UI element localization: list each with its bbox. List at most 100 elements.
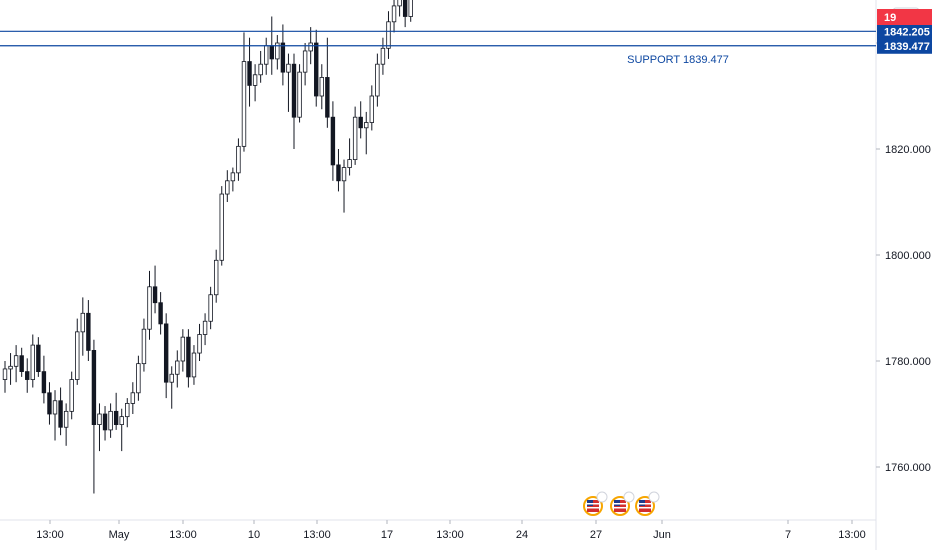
candle xyxy=(319,64,324,110)
x-tick-label: 13:00 xyxy=(436,529,464,541)
candle-down xyxy=(25,371,30,380)
candle xyxy=(297,64,302,123)
candle xyxy=(202,313,208,346)
candle-up xyxy=(97,413,102,426)
candle xyxy=(197,323,202,361)
candle-up xyxy=(319,77,324,97)
partial-top-tag xyxy=(877,9,932,25)
candle-up xyxy=(308,42,313,52)
candle xyxy=(380,37,386,75)
candle-up xyxy=(202,320,208,335)
candle xyxy=(125,398,130,428)
candle-up xyxy=(197,334,202,354)
candle xyxy=(91,339,97,494)
event-flag-us[interactable] xyxy=(583,491,608,516)
candle xyxy=(169,366,174,409)
candle xyxy=(130,382,136,414)
candle-up xyxy=(380,47,386,65)
candle xyxy=(241,32,247,152)
candle xyxy=(252,64,258,102)
candle xyxy=(58,387,63,436)
candle xyxy=(408,0,413,22)
candle-down xyxy=(186,336,191,378)
candle xyxy=(364,111,369,155)
candle-up xyxy=(386,21,391,49)
level-price-label: 1842.205 xyxy=(884,26,930,38)
candle-up xyxy=(63,410,69,428)
support-price-tag xyxy=(877,37,932,54)
candle xyxy=(369,85,375,131)
candle-up xyxy=(241,61,247,147)
candle-up xyxy=(252,74,258,86)
candle xyxy=(330,101,336,181)
x-tick-label: 10 xyxy=(248,529,260,541)
candle-up xyxy=(236,145,241,174)
y-tick-label: 1820.000 xyxy=(885,144,931,156)
candle-down xyxy=(58,400,63,428)
y-tick-label: 1760.000 xyxy=(885,462,931,474)
x-tick-label: 13:00 xyxy=(169,529,197,541)
candle xyxy=(247,37,252,107)
candle xyxy=(147,270,152,340)
candle xyxy=(280,24,286,86)
candle-up xyxy=(125,402,130,418)
candle-down xyxy=(325,77,330,118)
candle-up xyxy=(391,5,397,23)
candle xyxy=(63,403,69,446)
candle-up xyxy=(213,259,219,296)
candle xyxy=(347,138,352,176)
candle-up xyxy=(147,286,152,330)
candle xyxy=(141,318,147,372)
candle xyxy=(119,408,124,452)
candle xyxy=(386,11,391,59)
candle-up xyxy=(364,122,369,129)
candle xyxy=(275,35,280,70)
candle xyxy=(47,382,52,425)
candle xyxy=(358,101,363,139)
candle-down xyxy=(314,42,319,97)
candle-down xyxy=(36,344,41,373)
us-flag-stripe xyxy=(639,503,651,505)
candle-up xyxy=(130,392,136,404)
candle-up xyxy=(352,116,358,160)
price-labels: 1913.2481887.1371842.2051839.47719XAUUSD… xyxy=(877,9,932,54)
candle-up xyxy=(369,95,375,123)
candle-up xyxy=(119,416,124,425)
candle-up xyxy=(258,63,263,76)
candle xyxy=(341,159,347,213)
candle-down xyxy=(330,116,336,166)
candle xyxy=(136,355,141,401)
candle-down xyxy=(291,63,297,118)
event-count-badge xyxy=(648,491,660,503)
candle-up xyxy=(297,71,302,118)
candle-up xyxy=(169,373,174,383)
event-flag-us[interactable] xyxy=(635,491,660,516)
x-tick-label: 13:00 xyxy=(303,529,331,541)
candle-up xyxy=(136,363,141,394)
candle-down xyxy=(269,45,274,60)
event-markers[interactable] xyxy=(583,491,660,516)
x-tick-label: 27 xyxy=(590,529,602,541)
x-tick-label: Jun xyxy=(653,529,671,541)
candle-up xyxy=(341,167,347,182)
candle xyxy=(52,390,58,441)
candle xyxy=(2,361,8,393)
candle-down xyxy=(358,116,363,129)
x-tick-label: May xyxy=(109,529,130,541)
candle-up xyxy=(286,63,291,73)
candle xyxy=(13,345,19,383)
candle xyxy=(336,149,341,192)
candle-down xyxy=(158,302,163,325)
candle-down xyxy=(47,392,52,415)
candle-up xyxy=(108,410,113,431)
levels: RESISTANCE 1913.248SUPPORT 1887.137SUPPO… xyxy=(0,30,876,66)
candle xyxy=(213,249,219,303)
candle-up xyxy=(347,159,352,168)
event-flag-us[interactable] xyxy=(610,491,635,516)
candle-up xyxy=(2,368,8,380)
time-scale[interactable]: 13:00 May 13:00 10 13:00 17 13:00 24 27 Jun 7 13:00 xyxy=(36,520,866,541)
candle xyxy=(397,0,402,17)
candle-down xyxy=(86,312,91,351)
